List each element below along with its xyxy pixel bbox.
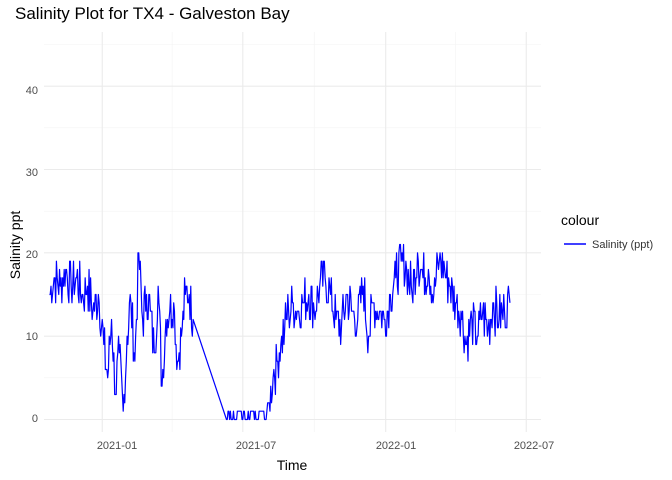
y-tick-label: 20 — [25, 249, 38, 261]
x-tick-label: 2022-07 — [513, 440, 555, 452]
y-tick-label: 40 — [25, 85, 38, 97]
y-tick-label: 30 — [25, 167, 38, 179]
y-axis-label: Salinity ppt — [7, 210, 23, 280]
x-tick-label: 2022-01 — [375, 440, 417, 452]
chart-title: Salinity Plot for TX4 - Galveston Bay — [15, 4, 290, 23]
grid-minor — [44, 32, 541, 432]
y-tick-label: 10 — [25, 331, 38, 343]
legend-entry-label: Salinity (ppt) — [592, 239, 654, 251]
x-axis-label: Time — [276, 457, 308, 473]
y-tick-label: 0 — [31, 413, 38, 425]
x-tick-label: 2021-07 — [235, 440, 277, 452]
series-line-salinity — [49, 243, 511, 421]
series-layer — [49, 243, 511, 421]
grid-major — [44, 32, 541, 432]
x-tick-label: 2021-01 — [96, 440, 138, 452]
legend-title: colour — [561, 212, 600, 228]
